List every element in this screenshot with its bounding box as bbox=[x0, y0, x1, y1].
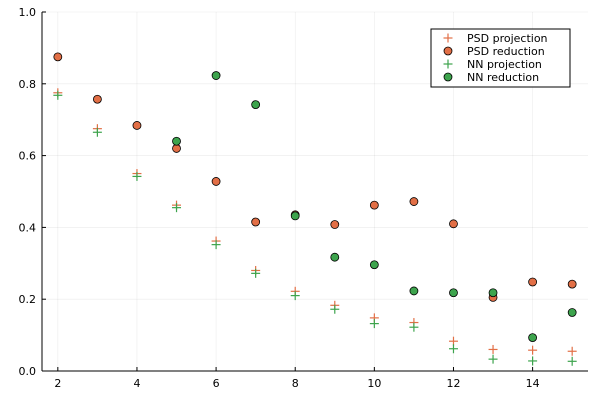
data-point-nn-projection bbox=[132, 171, 142, 181]
data-point-nn-projection bbox=[53, 90, 63, 100]
data-point-nn-projection bbox=[409, 322, 419, 332]
legend-marker-psd-projection bbox=[443, 33, 453, 43]
data-point-psd-projection bbox=[448, 336, 458, 346]
legend-label-psd-reduction: PSD reduction bbox=[467, 45, 545, 58]
data-point-nn-reduction bbox=[409, 286, 419, 296]
x-tick-label: 2 bbox=[54, 377, 61, 390]
data-point-nn-projection bbox=[528, 356, 538, 366]
data-point-psd-reduction bbox=[567, 279, 577, 289]
y-tick-label: 0.6 bbox=[19, 150, 37, 163]
data-point-psd-projection bbox=[528, 345, 538, 355]
data-point-psd-reduction bbox=[409, 197, 419, 206]
data-point-psd-reduction bbox=[211, 177, 221, 186]
data-point-nn-reduction bbox=[567, 308, 577, 317]
legend-marker-psd-reduction bbox=[443, 46, 453, 56]
legend-marker-nn-reduction bbox=[443, 72, 453, 82]
data-point-psd-reduction bbox=[330, 220, 340, 229]
data-point-psd-reduction bbox=[92, 94, 102, 104]
legend-box bbox=[430, 28, 571, 88]
data-point-nn-reduction bbox=[251, 100, 261, 110]
data-point-nn-reduction bbox=[369, 260, 379, 270]
data-point-psd-reduction bbox=[132, 121, 142, 130]
data-marks bbox=[53, 52, 577, 366]
data-point-nn-reduction bbox=[330, 252, 340, 262]
data-point-psd-reduction bbox=[251, 217, 261, 227]
y-tick-label: 0.4 bbox=[19, 221, 37, 234]
x-tick-label: 6 bbox=[213, 377, 220, 390]
data-point-nn-reduction bbox=[488, 288, 498, 298]
legend-label-nn-reduction: NN reduction bbox=[467, 71, 539, 84]
data-point-psd-projection bbox=[488, 344, 498, 354]
data-point-nn-projection bbox=[488, 354, 498, 364]
x-tick-label: 4 bbox=[133, 377, 140, 390]
legend-marker-nn-projection bbox=[443, 59, 453, 69]
data-point-nn-reduction bbox=[172, 136, 181, 146]
data-point-nn-projection bbox=[448, 344, 458, 354]
data-point-psd-reduction bbox=[369, 200, 379, 210]
data-point-psd-reduction bbox=[528, 277, 538, 287]
data-point-psd-reduction bbox=[449, 219, 458, 229]
axes bbox=[41, 12, 588, 372]
y-tick-label: 0.0 bbox=[19, 365, 37, 378]
y-tick-label: 0.2 bbox=[19, 293, 37, 306]
data-point-psd-projection bbox=[567, 346, 577, 356]
x-tick-label: 14 bbox=[526, 377, 540, 390]
x-axis-ticks: 2 4 6 8 10 12 14 bbox=[54, 367, 540, 390]
data-point-nn-projection bbox=[172, 203, 182, 213]
y-tick-label: 0.8 bbox=[19, 78, 37, 91]
data-point-nn-projection bbox=[567, 356, 577, 366]
legend-label-psd-projection: PSD projection bbox=[467, 32, 548, 45]
x-tick-label: 12 bbox=[446, 377, 460, 390]
data-point-nn-projection bbox=[251, 268, 261, 278]
data-point-nn-projection bbox=[330, 304, 340, 314]
data-point-nn-reduction bbox=[449, 288, 458, 298]
data-point-psd-reduction bbox=[53, 52, 63, 62]
data-point-nn-projection bbox=[211, 240, 221, 250]
x-tick-label: 8 bbox=[292, 377, 299, 390]
data-point-nn-reduction bbox=[290, 211, 300, 221]
data-point-nn-projection bbox=[290, 291, 300, 301]
data-point-nn-projection bbox=[369, 319, 379, 329]
y-tick-label: 1.0 bbox=[19, 6, 37, 19]
y-axis-ticks: 0.0 0.2 0.4 0.6 0.8 1.0 bbox=[19, 6, 46, 378]
data-point-nn-reduction bbox=[211, 71, 221, 80]
data-point-nn-projection bbox=[92, 127, 102, 137]
legend-label-nn-projection: NN projection bbox=[467, 58, 542, 71]
x-tick-label: 10 bbox=[367, 377, 381, 390]
data-point-nn-reduction bbox=[528, 333, 538, 343]
